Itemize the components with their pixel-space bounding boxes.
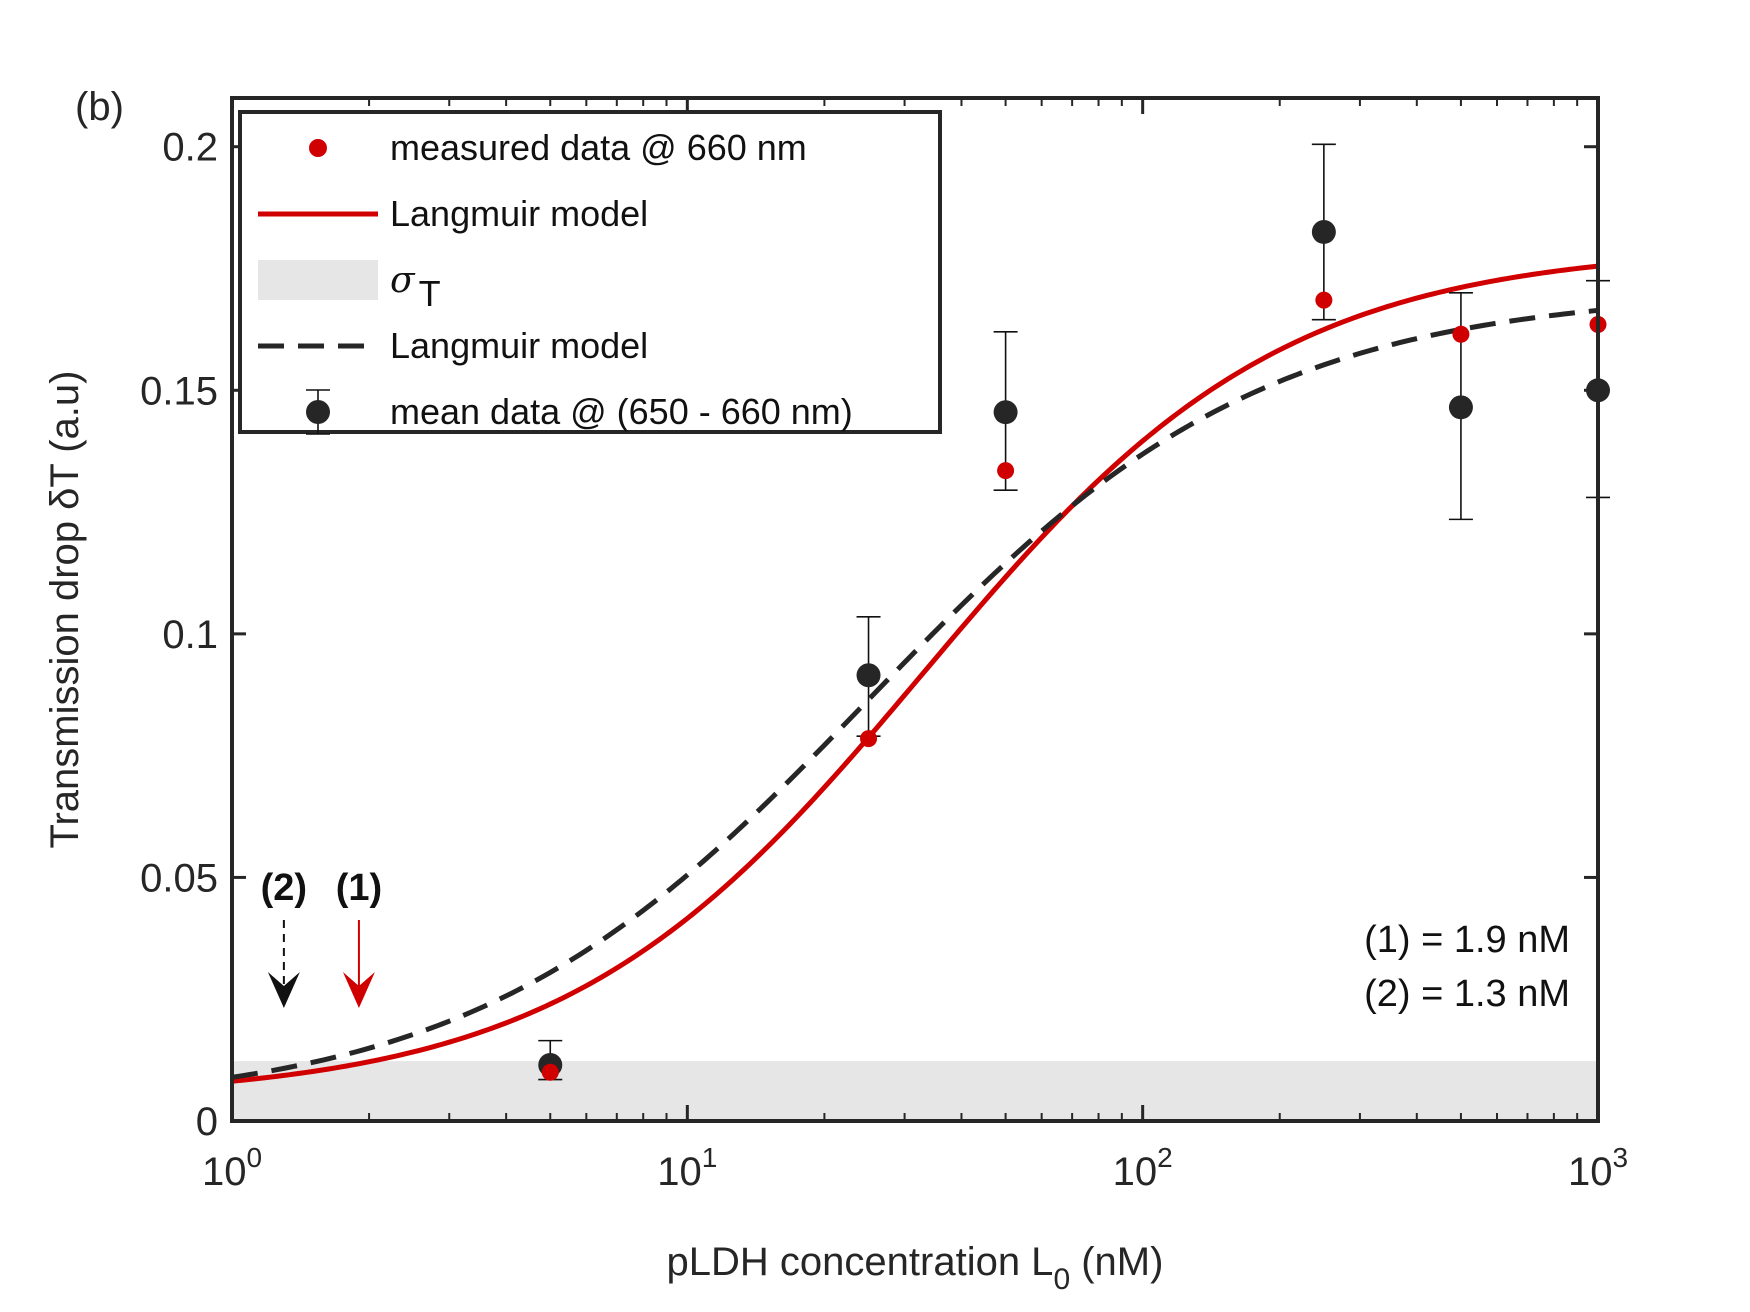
mean-data-point	[993, 400, 1018, 425]
panel-label: (b)	[75, 85, 124, 129]
plot-area: 0 0.05 0.1 0.15 0.2 100 101 102 103 pLDH concentr…	[43, 96, 1628, 1296]
axes-frame	[230, 96, 1600, 1123]
legend-marker-measured	[309, 139, 327, 157]
mean-data-point	[1311, 219, 1336, 244]
y-tick-label: 0	[196, 1100, 218, 1144]
annotation-label: (2)	[261, 867, 307, 909]
legend-label: mean data @ (650 - 660 nm)	[390, 391, 853, 432]
mean-data-point	[856, 663, 881, 688]
measured-data-point	[860, 730, 878, 748]
mean-data-point	[1448, 395, 1473, 420]
note-text: (2) = 1.3 nM	[1364, 973, 1570, 1015]
y-tick-label: 0.15	[140, 369, 218, 413]
x-axis-title: pLDH concentration L0 (nM)	[667, 1240, 1164, 1296]
langmuir-red-curve	[231, 263, 1599, 1084]
measured-data-point	[1452, 325, 1470, 343]
x-tick-label: 103	[1568, 1142, 1628, 1194]
annotation-arrow-head	[267, 972, 300, 1008]
sigma-band	[232, 1061, 1598, 1121]
y-tick-label: 0.1	[162, 613, 218, 657]
annotation-arrow-head	[342, 972, 375, 1008]
x-tick-label: 100	[202, 1142, 262, 1194]
legend-label: Langmuir model	[390, 193, 648, 234]
legend-label: measured data @ 660 nm	[390, 127, 807, 168]
measured-data-point	[997, 462, 1015, 480]
x-tick-label: 101	[657, 1142, 717, 1194]
x-tick-label: 102	[1113, 1142, 1173, 1194]
measured-data-point	[541, 1063, 559, 1081]
y-tick-label: 0.05	[140, 856, 218, 900]
annotation-label: (1)	[336, 867, 382, 909]
legend-marker-sigma	[258, 260, 378, 300]
y-tick-label: 0.2	[162, 126, 218, 170]
measured-data-point	[1315, 291, 1333, 309]
legend-label: Langmuir model	[390, 325, 648, 366]
legend-marker-mean	[306, 400, 330, 424]
note-text: (1) = 1.9 nM	[1364, 919, 1570, 961]
langmuir-black-dashed-curve	[231, 307, 1599, 1080]
y-axis-title: Transmission drop δT (a.u)	[43, 371, 87, 849]
